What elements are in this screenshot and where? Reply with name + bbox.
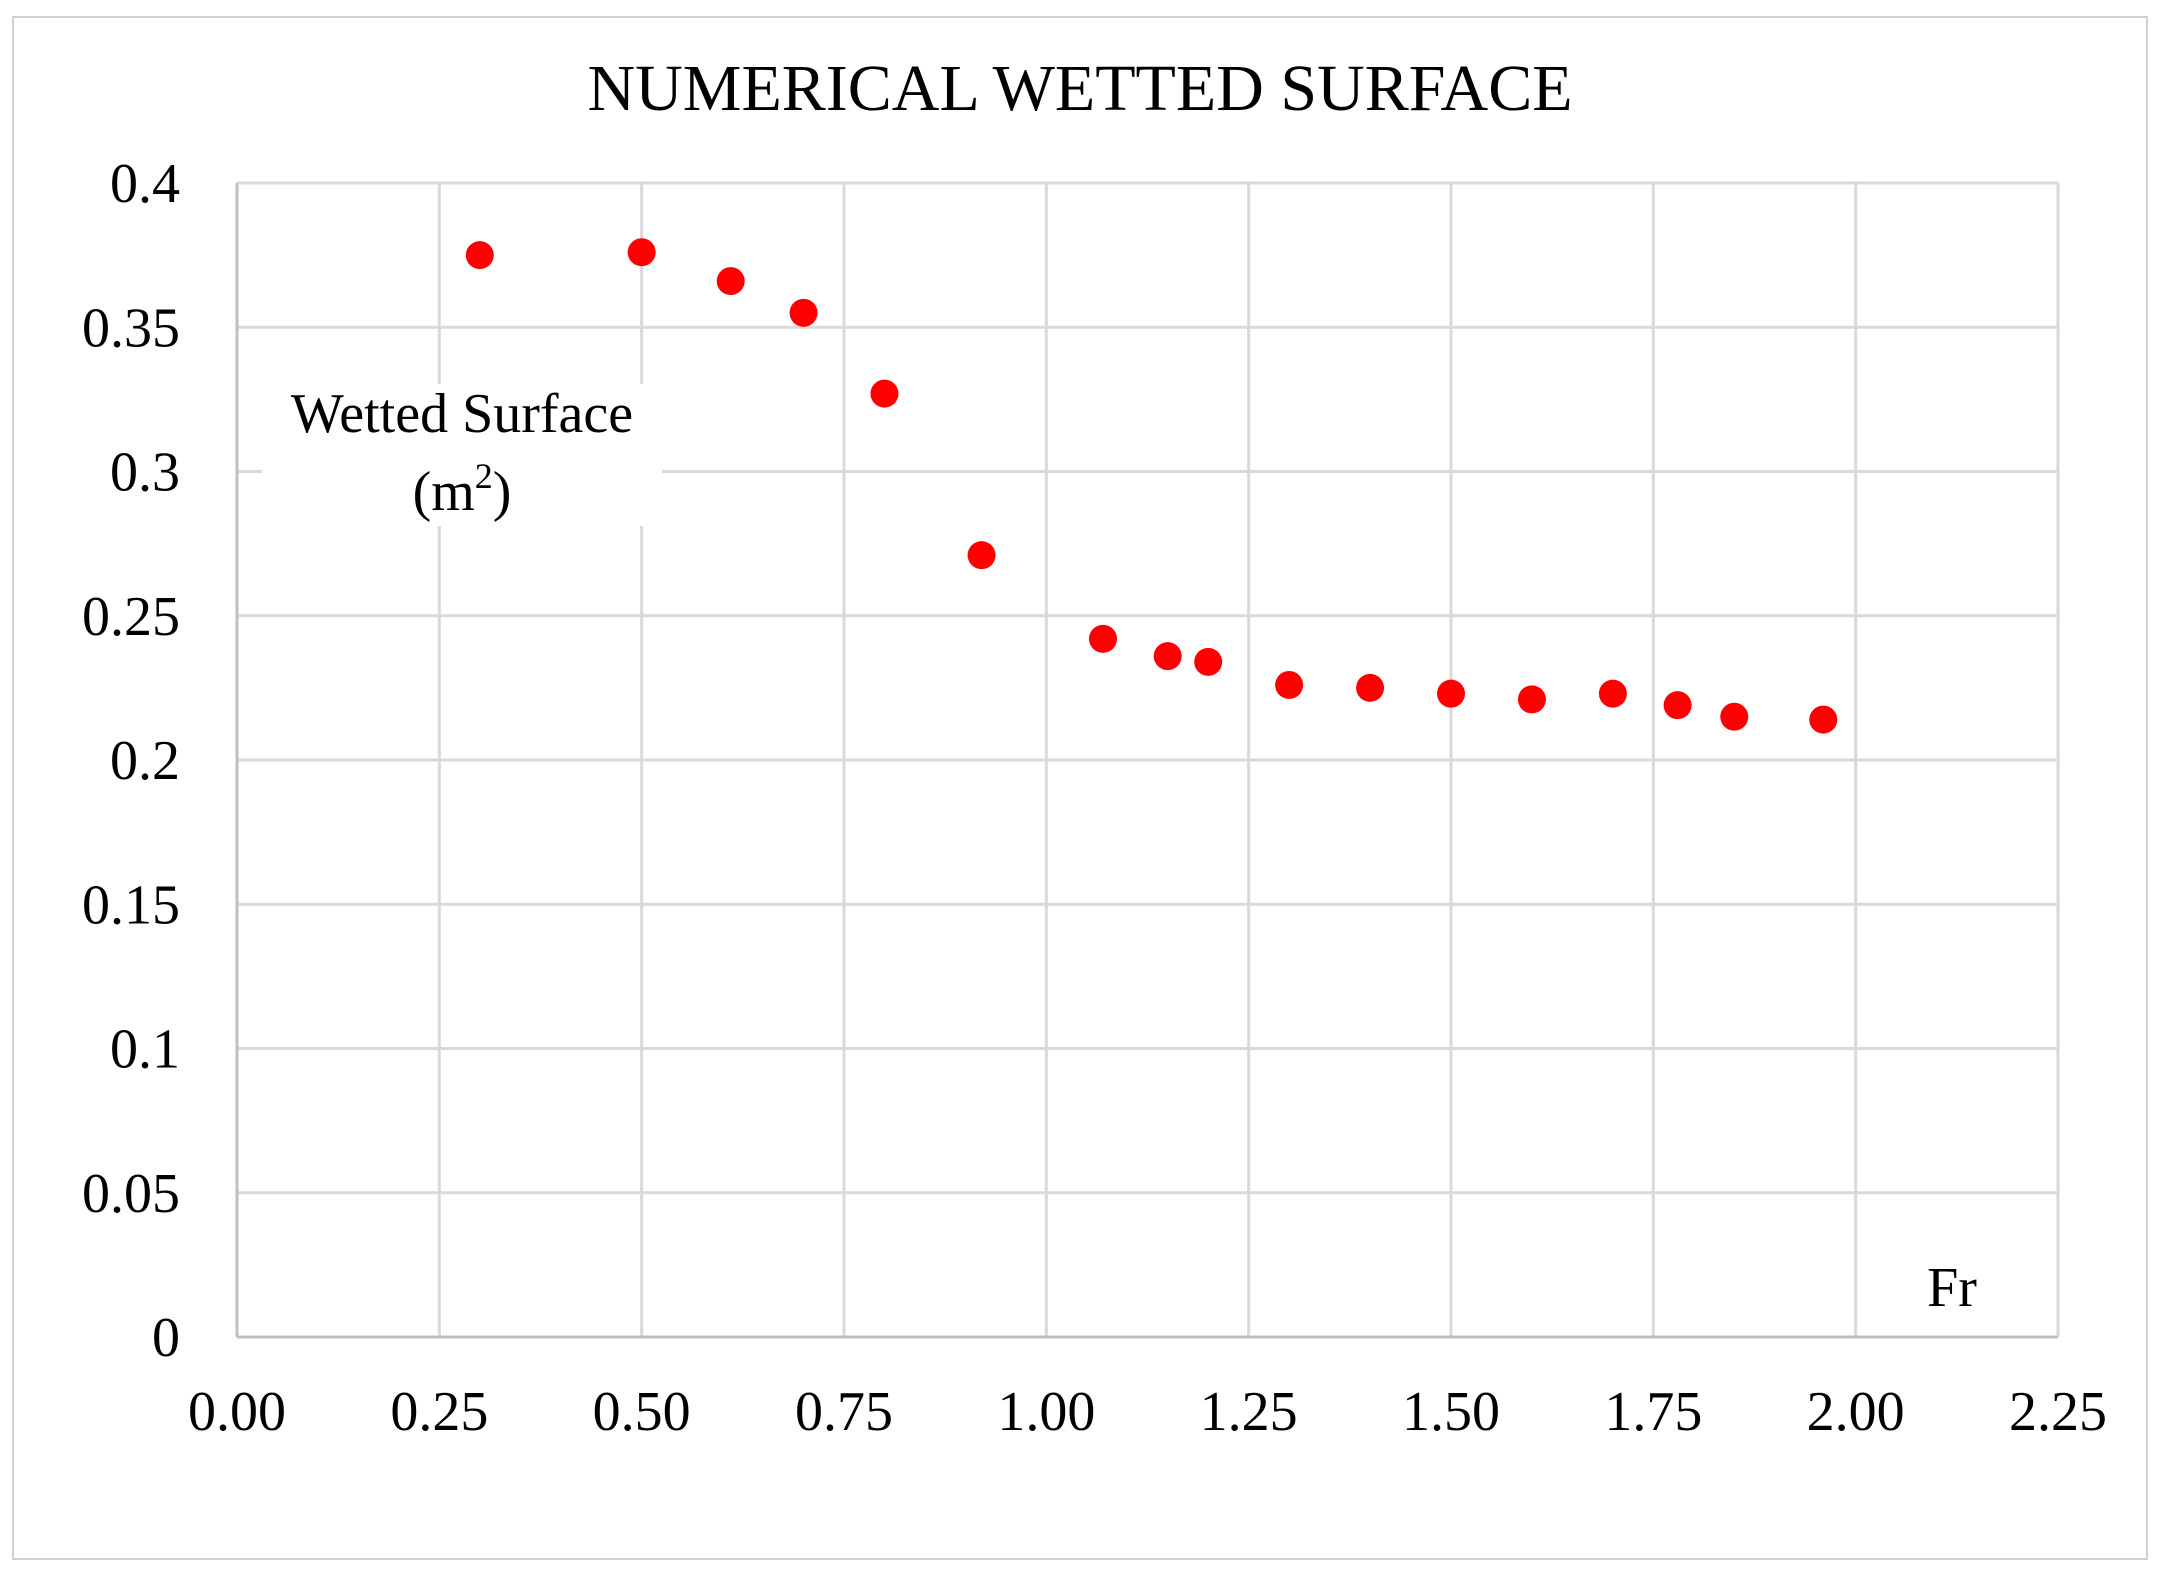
x-tick-label: 1.75 [1604,1381,1702,1443]
x-tick-label: 2.25 [2009,1381,2107,1443]
y-tick-label: 0.4 [110,153,180,215]
y-tick-label: 0.35 [82,297,180,359]
y-tick-label: 0.15 [82,874,180,936]
data-point [1194,647,1223,676]
data-point [1437,679,1465,708]
data-points [465,238,1838,734]
data-point [1275,670,1304,699]
chart-frame [12,16,2148,1560]
y-tick-label: 0.2 [110,730,180,792]
gridlines [237,181,2060,1337]
x-tick-labels: 0.00 0.25 0.50 0.75 1.00 1.25 1.50 1.75 2.00 2.25 [188,1381,2107,1443]
data-point [1809,705,1838,734]
y-tick-label: 0.3 [110,442,180,504]
y-tick-label: 0.25 [82,586,180,648]
data-point [1356,673,1385,702]
y-tick-label: 0.05 [82,1163,180,1225]
y-tick-label: 0.1 [110,1019,180,1081]
data-point [627,238,656,267]
data-point [1720,702,1749,731]
x-tick-label: 1.50 [1402,1381,1500,1443]
y-axis-label-background [262,384,662,526]
data-point [1663,691,1692,720]
data-point [1517,685,1546,714]
data-point [465,241,494,270]
data-point [870,379,899,408]
data-point [1088,624,1117,653]
x-tick-label: 0.00 [188,1381,286,1443]
y-axis-unit: (m2) [413,456,512,523]
x-tick-label: 0.25 [390,1381,488,1443]
y-tick-labels: 0 0.05 0.1 0.15 0.2 0.25 0.3 0.35 0.4 [82,153,180,1369]
y-axis-unit-sup: 2 [475,456,493,496]
data-point [716,267,745,296]
chart-title: NUMERICAL WETTED SURFACE [587,52,1572,125]
data-point [967,541,996,570]
data-point [789,298,818,327]
y-axis-label: Wetted Surface [291,383,633,445]
y-axis-unit-close: ) [493,461,512,523]
x-tick-label: 0.75 [795,1381,893,1443]
data-point [1598,679,1627,708]
x-tick-label: 0.50 [593,1381,691,1443]
y-tick-label: 0 [152,1307,180,1369]
x-tick-label: 2.00 [1807,1381,1905,1443]
x-axis-label: Fr [1927,1257,1977,1319]
x-tick-label: 1.25 [1200,1381,1298,1443]
y-axis-unit-open: (m [413,461,475,523]
data-point [1153,642,1182,671]
axes [235,183,2058,1339]
x-tick-label: 1.00 [997,1381,1095,1443]
